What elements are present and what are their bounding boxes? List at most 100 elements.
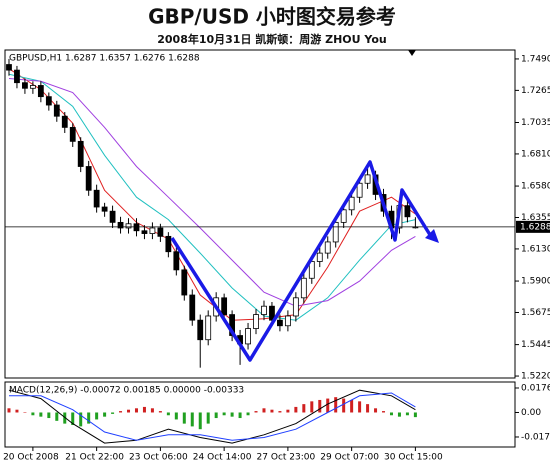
candle-body: [348, 196, 355, 211]
macd-bar: [23, 412, 27, 413]
macd-bar: [127, 409, 131, 413]
candle-body: [253, 314, 259, 329]
chart-title: GBP/USD 小时图交易参考: [148, 5, 396, 29]
candle-body: [14, 69, 20, 84]
candle-body: [77, 140, 84, 167]
chart-subtitle: 2008年10月31日 凯斯顿：周游 ZHOU You: [157, 32, 387, 46]
y-tick-label: 1.6355: [521, 213, 550, 223]
candle-body: [6, 64, 12, 71]
macd-bar: [182, 412, 186, 424]
candle-body: [221, 297, 228, 315]
y-tick-label: 1.6810: [521, 149, 550, 159]
candle-body: [61, 115, 68, 128]
macd-bar: [214, 412, 218, 419]
candle-body: [245, 328, 251, 345]
macd-bar: [278, 411, 282, 413]
macd-bar: [366, 404, 370, 413]
candle-body: [269, 305, 275, 321]
macd-bar: [222, 412, 226, 416]
candle-body: [22, 82, 28, 89]
macd-bar: [342, 398, 346, 413]
macd-bar: [254, 411, 258, 413]
macd-bar: [294, 406, 298, 413]
macd-bar: [246, 412, 250, 416]
macd-bar: [374, 408, 378, 413]
macd-bar: [39, 412, 43, 417]
candle-body: [300, 277, 307, 299]
candle-body: [101, 206, 108, 212]
y-tick-label: 1.5220: [521, 372, 550, 382]
candle-body: [157, 227, 164, 237]
shift-marker: [408, 50, 416, 56]
y-tick-label: 1.5900: [521, 277, 550, 287]
x-tick-label: 23 Oct 06:00: [129, 453, 188, 463]
price-label: GBPUSD,H1 1.6287 1.6357 1.6276 1.6288: [9, 54, 200, 64]
candle-body: [141, 230, 148, 234]
y-tick-label: -0.0176: [521, 432, 550, 442]
y-tick-label: 1.6130: [521, 244, 550, 254]
macd-bar: [71, 412, 75, 426]
candle-body: [404, 205, 411, 218]
macd-bar: [119, 411, 123, 413]
macd-bar: [174, 412, 178, 420]
x-tick-label: 24 Oct 14:00: [193, 453, 252, 463]
macd-bar: [382, 411, 386, 413]
macd-bar: [79, 412, 83, 427]
y-tick-label: 0.0176: [521, 383, 550, 393]
macd-bar: [310, 401, 314, 413]
annotation: [170, 160, 439, 362]
candle-body: [181, 269, 188, 296]
macd-bar: [334, 397, 338, 413]
macd-bar: [238, 412, 242, 419]
macd-line: [9, 392, 416, 441]
macd-bar: [397, 412, 401, 417]
macd-bar: [111, 412, 115, 414]
candle-body: [29, 85, 36, 89]
moving-average: [8, 78, 416, 307]
current-price-badge: [516, 220, 550, 233]
macd-bar: [350, 399, 354, 413]
candle-body: [45, 96, 52, 106]
x-tick-label: 21 Oct 22:00: [65, 453, 124, 463]
candle-body: [165, 235, 172, 253]
macd-bar: [302, 404, 306, 413]
candle-body: [37, 85, 44, 98]
candle-body: [173, 251, 180, 271]
candle-body: [197, 319, 204, 341]
y-tick-label: 1.7035: [521, 118, 550, 128]
macd-bar: [190, 412, 194, 427]
y-tick-label: 1.6580: [521, 182, 550, 192]
candle-body: [109, 210, 116, 223]
macd-bar: [166, 412, 170, 416]
x-tick-label: 29 Oct 07:00: [320, 453, 379, 463]
candle-body: [93, 189, 100, 208]
candle-body: [316, 252, 323, 262]
macd-bar: [358, 401, 362, 413]
candle-body: [340, 209, 347, 223]
candle-body: [261, 305, 267, 315]
macd-bar: [326, 398, 330, 413]
price-panel: [4, 49, 516, 379]
candle-body: [292, 297, 299, 317]
macd-bar: [262, 408, 266, 413]
x-tick-label: 20 Oct 2008: [3, 453, 59, 463]
candle-body: [332, 221, 339, 243]
current-price-label: 1.6288: [520, 222, 550, 232]
candle-body: [125, 223, 132, 229]
macd-line: [8, 389, 416, 444]
macd-bar: [7, 408, 11, 413]
macd-bar: [15, 409, 19, 413]
macd-label: MACD(12,26,9) -0.00072 0.00185 0.00000 -…: [9, 386, 244, 396]
candle-body: [85, 166, 92, 191]
macd-bar: [318, 399, 322, 413]
macd-bar: [63, 412, 67, 424]
macd-bar: [150, 408, 154, 413]
x-tick-label: 27 Oct 23:00: [257, 453, 316, 463]
y-tick-label: 0.00: [521, 408, 541, 418]
macd-bar: [142, 406, 146, 413]
macd-bar: [31, 412, 35, 416]
macd-bar: [95, 412, 99, 420]
moving-average: [8, 73, 416, 321]
candle-body: [364, 174, 371, 184]
